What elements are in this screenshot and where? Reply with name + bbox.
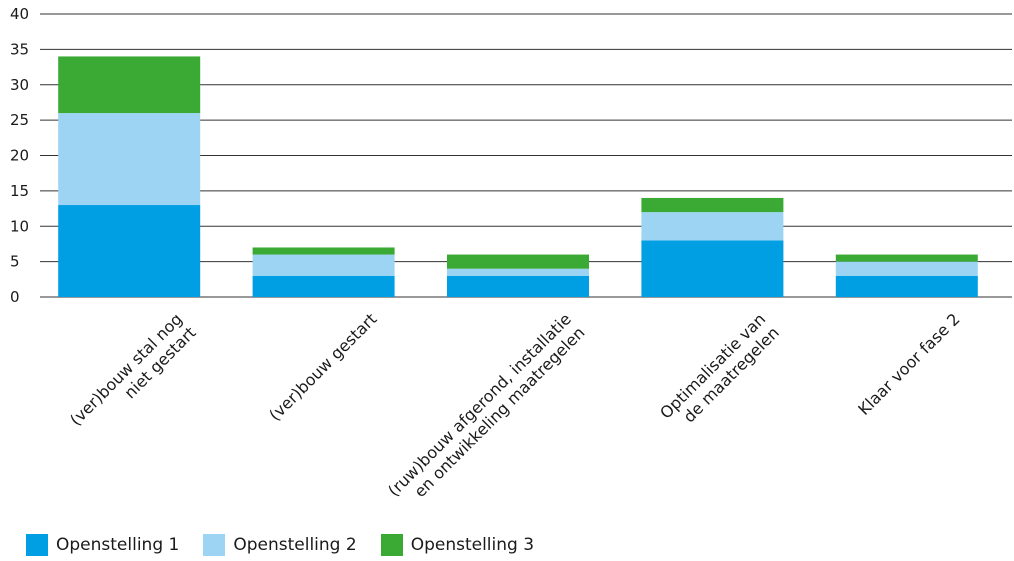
legend-label: Openstelling 1 xyxy=(56,535,180,555)
x-tick-label-line: Klaar voor fase 2 xyxy=(854,309,963,418)
y-tick-label: 0 xyxy=(10,288,20,306)
x-tick-label-line: (ver)bouw stal nog xyxy=(66,309,186,429)
bar-segment xyxy=(447,275,589,297)
x-tick-label-line: en ontwikkeling maatregelen xyxy=(410,323,588,501)
legend-swatch xyxy=(203,534,226,556)
x-tick-label: (ruw)bouw afgerond, installatieen ontwik… xyxy=(384,309,588,513)
bar-segment xyxy=(252,275,395,297)
x-tick-label-line: (ver)bouw gestart xyxy=(265,309,380,424)
legend-item-openstelling-2: Openstelling 2 xyxy=(203,534,357,556)
x-tick-label: (ver)bouw stal nogniet gestart xyxy=(66,309,200,443)
x-tick-label: Klaar voor fase 2 xyxy=(854,309,963,418)
legend-item-openstelling-1: Openstelling 1 xyxy=(26,534,179,556)
y-tick-label: 25 xyxy=(10,111,29,129)
legend-item-openstelling-3: Openstelling 3 xyxy=(380,534,535,556)
y-tick-label: 30 xyxy=(10,76,29,94)
legend-swatch xyxy=(26,534,48,556)
bar-segment xyxy=(252,254,395,276)
bar-segment xyxy=(641,212,784,241)
bar-segment xyxy=(252,247,395,255)
bar-segment xyxy=(58,113,201,206)
y-tick-label: 40 xyxy=(10,5,29,23)
bar-segment xyxy=(641,240,784,297)
y-tick-label: 35 xyxy=(10,40,29,58)
bar-segment xyxy=(835,261,978,276)
x-tick-label: (ver)bouw gestart xyxy=(265,309,380,424)
legend: Openstelling 1 Openstelling 2 Openstelli… xyxy=(26,534,558,556)
bar-segment xyxy=(447,268,589,276)
y-tick-label: 20 xyxy=(10,147,29,165)
legend-swatch xyxy=(380,534,403,556)
bar-segment xyxy=(641,197,784,213)
legend-label: Openstelling 2 xyxy=(233,535,357,555)
bar-segment xyxy=(835,254,978,262)
x-tick-label: Optimalisatie vande maatregelen xyxy=(656,309,783,436)
bar-segment xyxy=(835,275,978,297)
stacked-bar-chart: 0 5 10 15 20 25 30 35 40 (ver)bouw stal nogniet g… xyxy=(10,5,1012,513)
y-tick-label: 10 xyxy=(10,217,29,235)
legend-label: Openstelling 3 xyxy=(410,535,535,555)
bar-segment xyxy=(58,56,201,114)
x-tick-label-line: (ruw)bouw afgerond, installatie xyxy=(384,309,575,500)
bar-segment xyxy=(447,254,589,269)
y-tick-label: 15 xyxy=(10,182,29,200)
bar-segment xyxy=(58,205,201,297)
y-tick-label: 5 xyxy=(10,253,20,271)
